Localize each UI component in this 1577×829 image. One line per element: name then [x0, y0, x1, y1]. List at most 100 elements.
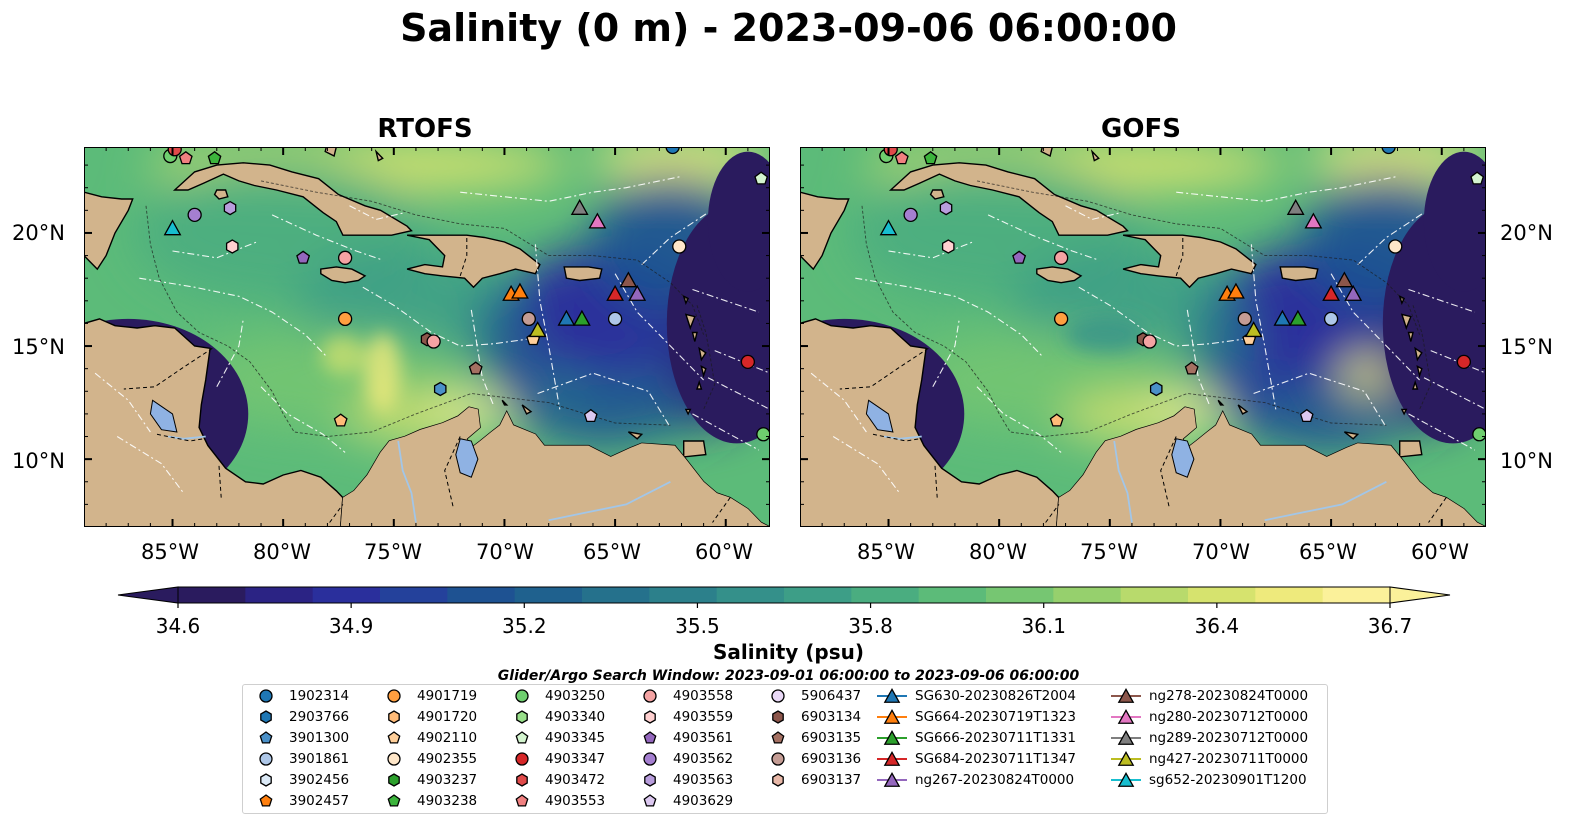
land-dominica — [691, 331, 698, 342]
eez-boundary — [216, 318, 244, 388]
legend-item: 4901720 — [377, 706, 477, 727]
legend-item: SG684-20230711T1347 — [875, 748, 1076, 769]
legend-item: SG630-20230826T2004 — [875, 685, 1076, 706]
legend-item-label: 4903250 — [545, 687, 606, 704]
land-hispaniola — [1122, 234, 1257, 289]
legend-item-label: 4903553 — [545, 792, 606, 809]
colorbar-tick-label: 36.7 — [1368, 614, 1413, 638]
land-lesser-antilles — [1400, 313, 1412, 331]
lon-label-85-gofs: 85°W — [857, 540, 915, 564]
land-aruba — [1217, 399, 1225, 406]
legend-item-label: 4902110 — [417, 729, 478, 746]
legend-item-label: 3902456 — [289, 771, 350, 788]
land-isla-juventud — [929, 189, 945, 200]
land-dominica — [1407, 331, 1414, 342]
legend-item: 4903553 — [505, 790, 605, 811]
legend-marker-pentagon — [515, 793, 529, 807]
legend-item-label: ng278-20230824T0000 — [1149, 687, 1309, 704]
legend-item: 4902110 — [377, 727, 477, 748]
map-marker-triangle — [619, 271, 638, 288]
colorbar-tick-label: 35.5 — [675, 614, 720, 638]
legend-marker-icon — [259, 688, 273, 703]
eez-boundary — [976, 386, 1062, 453]
map-marker-pentagon — [754, 171, 769, 185]
legend-marker-pentagon — [387, 730, 401, 744]
map-marker-triangle — [1244, 321, 1263, 338]
land-st-vincent — [1412, 379, 1419, 390]
legend-marker-icon — [877, 687, 907, 703]
legend-marker-icon — [771, 688, 785, 703]
legend-item: ng267-20230824T0000 — [875, 769, 1074, 790]
legend-item: 5906437 — [761, 685, 861, 706]
colorbar-tick-label: 36.1 — [1021, 614, 1066, 638]
legend-item-label: 4903237 — [417, 771, 478, 788]
legend-marker-pentagon — [259, 793, 273, 807]
map-marker-pentagon — [894, 150, 909, 165]
legend-marker-icon — [644, 709, 656, 724]
map-panel-gofs — [800, 147, 1486, 527]
colorbar-segment — [245, 587, 314, 603]
land-st-lucia — [1416, 365, 1423, 379]
map-marker-triangle — [588, 212, 607, 229]
legend-item-label: 6903135 — [801, 729, 862, 746]
land-trinidad — [683, 440, 707, 458]
map-marker-pentagon — [1184, 361, 1199, 375]
land-central-america — [800, 318, 1060, 527]
country-border — [459, 237, 468, 277]
lat-label-20-left: 20°N — [12, 221, 65, 245]
eez-boundary — [932, 318, 960, 388]
legend-marker-triangle — [1117, 771, 1135, 787]
legend-item-label: ng289-20230712T0000 — [1149, 729, 1309, 746]
map-marker-triangle — [1322, 284, 1341, 301]
land-trinidad — [1399, 440, 1423, 458]
map-marker-triangle — [572, 309, 591, 326]
country-border — [1045, 504, 1060, 523]
legend-marker-triangle — [883, 729, 901, 745]
legend-marker-icon — [771, 751, 785, 766]
legend-item: ng280-20230712T0000 — [1109, 706, 1308, 727]
lon-label-60-gofs: 60°W — [1411, 540, 1469, 564]
legend-item-label: sg652-20230901T1200 — [1149, 771, 1307, 788]
map-marker-circle — [1053, 311, 1069, 327]
legend-item: 4902355 — [377, 748, 477, 769]
legend-marker-icon — [387, 730, 401, 744]
legend-marker-triangle — [883, 750, 901, 766]
land-martinique — [1414, 346, 1423, 362]
map-marker-circle — [337, 311, 353, 327]
legend-marker-hexagon — [388, 772, 400, 787]
map-marker-triangle — [1227, 282, 1245, 299]
map-marker-circle — [167, 147, 182, 157]
legend-marker-icon — [515, 751, 529, 766]
country-border — [123, 347, 213, 390]
legend-marker-pentagon — [771, 730, 785, 744]
map-marker-triangle — [1288, 309, 1307, 326]
lon-label-75-rtofs: 75°W — [364, 540, 422, 564]
legend-item-label: 4903562 — [673, 750, 734, 767]
legend-marker-hexagon — [516, 709, 528, 724]
legend-marker-circle — [259, 688, 273, 703]
colorbar-extend-low — [117, 586, 179, 604]
colorbar-tick-label: 35.2 — [502, 614, 547, 638]
legend-item-label: 1902314 — [289, 687, 350, 704]
map-marker-triangle — [528, 321, 547, 338]
legend-item-label: 6903136 — [801, 750, 862, 767]
legend-marker-circle — [259, 751, 273, 766]
eez-boundary — [1176, 175, 1398, 202]
country-border — [712, 497, 731, 523]
legend-marker-circle — [515, 751, 529, 766]
legend-marker-icon — [772, 709, 784, 724]
legend-marker-icon — [515, 793, 529, 807]
legend-marker-icon — [772, 772, 784, 787]
legend-marker-icon — [260, 772, 272, 787]
map-marker-pentagon — [1012, 250, 1027, 264]
legend-marker-pentagon — [387, 793, 401, 807]
land-grenada — [684, 408, 692, 416]
eez-boundary — [139, 277, 328, 358]
legend-marker-icon — [1111, 708, 1141, 724]
legend-marker-icon — [877, 708, 907, 724]
legend-marker-icon — [643, 751, 657, 766]
legend-marker-icon — [260, 709, 272, 724]
river — [1264, 480, 1387, 522]
legend-item-label: 4903347 — [545, 750, 606, 767]
legend-item: 4903345 — [505, 727, 605, 748]
